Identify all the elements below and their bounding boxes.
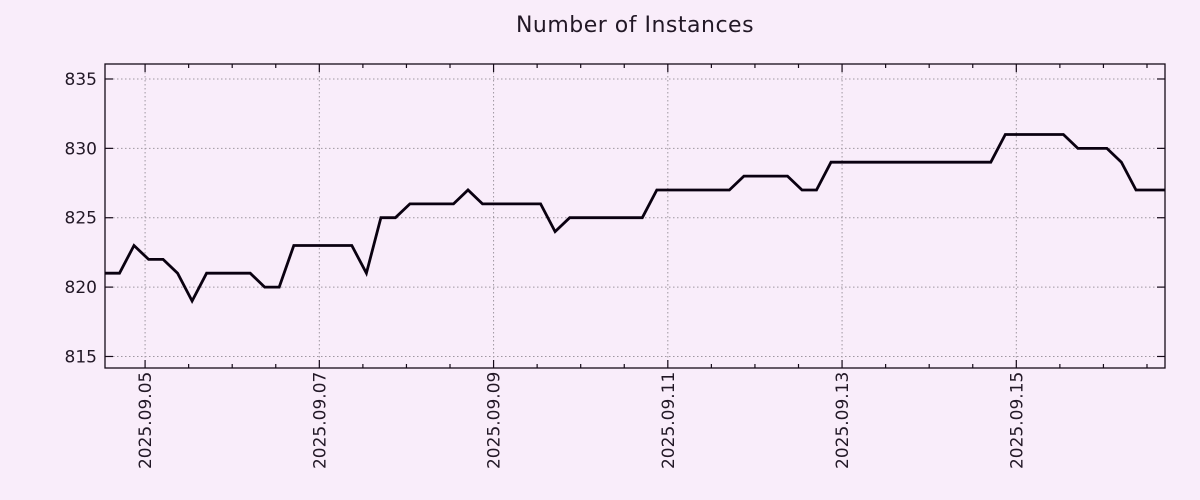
- y-tick-label: 820: [65, 278, 97, 298]
- x-tick-label: 2025.09.09: [485, 372, 505, 469]
- x-tick-label: 2025.09.07: [310, 372, 330, 469]
- x-tick-label: 2025.09.11: [659, 372, 679, 469]
- x-tick-label: 2025.09.15: [1007, 372, 1027, 469]
- y-tick-label: 830: [65, 139, 97, 159]
- plot-border: [104, 63, 1166, 369]
- x-tick-label: 2025.09.13: [833, 372, 853, 469]
- x-tick-label: 2025.09.05: [136, 372, 156, 469]
- y-tick-label: 815: [65, 347, 97, 367]
- y-tick-label: 825: [65, 209, 97, 229]
- data-line-instances: [105, 133, 1165, 305]
- y-tick-label: 835: [65, 70, 97, 90]
- chart-title: Number of Instances: [515, 13, 755, 38]
